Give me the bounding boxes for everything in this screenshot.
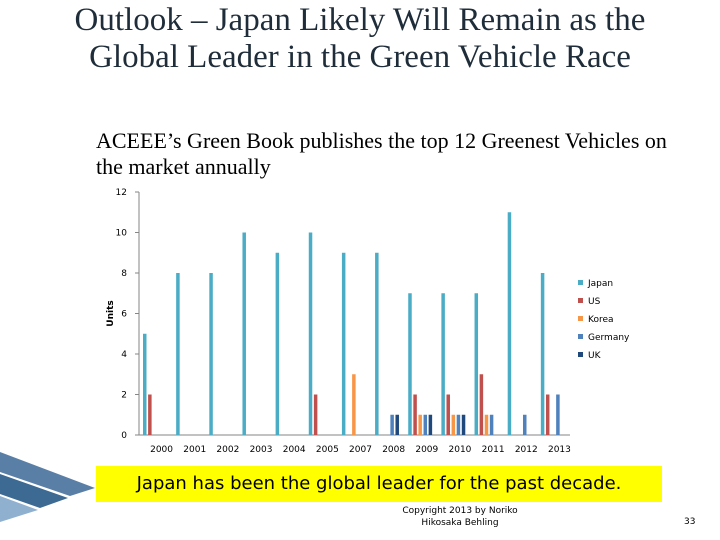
x-tick-label: 2000 <box>150 445 173 455</box>
legend-label-us: US <box>588 297 601 307</box>
bar-japan-2012 <box>507 212 512 435</box>
legend-label-japan: Japan <box>587 279 613 289</box>
y-tick-label: 12 <box>116 188 127 198</box>
bar-us-2011 <box>479 374 484 435</box>
bar-japan-2010 <box>441 293 445 435</box>
bar-germany-2008 <box>390 414 394 435</box>
y-tick-label: 2 <box>121 391 127 401</box>
bar-korea-2009 <box>418 414 422 435</box>
bar-japan-2007 <box>341 252 346 435</box>
slide-subtitle: ACEEE’s Green Book publishes the top 12 … <box>96 128 667 179</box>
bar-uk-2008 <box>395 414 399 435</box>
legend-swatch-korea <box>578 316 583 321</box>
bar-germany-2013 <box>556 394 560 435</box>
bar-japan-2002 <box>209 273 213 435</box>
x-tick-label: 2003 <box>250 445 273 455</box>
bar-japan-2004 <box>275 252 280 435</box>
x-tick-label: 2005 <box>316 445 339 455</box>
slide-title: Outlook – Japan Likely Will Remain as th… <box>74 2 646 75</box>
bar-us-2009 <box>413 394 417 435</box>
bar-germany-2009 <box>423 414 428 435</box>
copyright-line-1: Copyright 2013 by Noriko <box>402 506 518 516</box>
legend-label-uk: UK <box>588 351 602 361</box>
y-tick-label: 10 <box>116 229 128 239</box>
bar-germany-2011 <box>489 414 494 435</box>
y-tick-label: 0 <box>121 431 127 441</box>
legend-swatch-japan <box>578 280 583 285</box>
x-tick-label: 2002 <box>216 445 239 455</box>
bar-uk-2009 <box>428 414 433 435</box>
bar-us-2010 <box>446 394 450 435</box>
bar-uk-2010 <box>461 414 466 435</box>
bar-japan-2000 <box>143 333 147 435</box>
bar-germany-2012 <box>522 414 527 435</box>
legend-swatch-germany <box>578 334 583 339</box>
x-tick-label: 2008 <box>382 445 405 455</box>
page-number: 33 <box>684 517 696 527</box>
bar-us-2000 <box>148 394 152 435</box>
bar-japan-2009 <box>408 293 412 435</box>
x-tick-label: 2001 <box>183 445 206 455</box>
legend-swatch-uk <box>578 352 583 357</box>
bar-japan-2005 <box>308 232 313 435</box>
bar-korea-2011 <box>484 414 489 435</box>
x-tick-label: 2009 <box>415 445 438 455</box>
y-axis-title: Units <box>106 300 116 326</box>
bar-korea-2010 <box>451 414 456 435</box>
bar-chart: 0 2 4 6 8 10 12 Units 2000 2001 2002 2003 2004 2005 20… <box>106 188 630 455</box>
legend-swatch-us <box>578 298 583 303</box>
legend-label-germany: Germany <box>588 333 630 343</box>
bar-us-2013 <box>545 394 550 435</box>
decorative-swoosh <box>0 452 95 522</box>
bar-korea-2007 <box>352 374 356 435</box>
y-tick-label: 4 <box>121 350 127 360</box>
copyright-footer: Copyright 2013 by Noriko Hikosaka Behlin… <box>380 505 540 529</box>
bar-japan-2003 <box>242 232 246 435</box>
bar-japan-2011 <box>474 293 479 435</box>
legend-label-korea: Korea <box>588 315 614 325</box>
x-tick-label: 2010 <box>449 445 472 455</box>
bar-japan-2008 <box>375 252 379 435</box>
y-tick-label: 6 <box>121 310 127 320</box>
x-tick-label: 2007 <box>349 445 372 455</box>
copyright-line-2: Hikosaka Behling <box>421 518 499 528</box>
bar-germany-2010 <box>456 414 461 435</box>
bar-japan-2013 <box>540 273 545 435</box>
x-tick-label: 2011 <box>482 445 505 455</box>
x-tick-label: 2013 <box>548 445 571 455</box>
callout-banner: Japan has been the global leader for the… <box>96 466 662 502</box>
x-tick-label: 2004 <box>283 445 306 455</box>
y-tick-label: 8 <box>121 269 127 279</box>
bar-japan-2001 <box>176 273 180 435</box>
bar-us-2005 <box>313 394 318 435</box>
x-tick-label: 2012 <box>515 445 538 455</box>
